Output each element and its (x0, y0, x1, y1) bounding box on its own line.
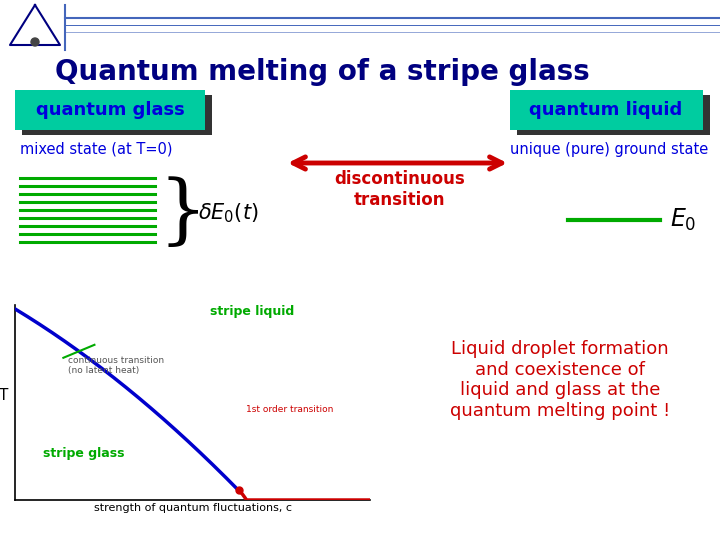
Text: Quantum melting of a stripe glass: Quantum melting of a stripe glass (55, 58, 590, 86)
Bar (15, 90, 205, 130)
Text: quantum liquid: quantum liquid (529, 101, 683, 119)
Text: stripe glass: stripe glass (43, 447, 125, 460)
Bar (517, 95, 710, 135)
Text: 1st order transition: 1st order transition (246, 405, 333, 414)
Text: discontinuous
transition: discontinuous transition (335, 170, 465, 209)
Text: $\delta E_0(t)$: $\delta E_0(t)$ (198, 201, 258, 225)
Text: stripe liquid: stripe liquid (210, 305, 294, 318)
Bar (510, 90, 703, 130)
Text: $E_0$: $E_0$ (670, 207, 696, 233)
Y-axis label: T: T (0, 388, 9, 402)
Text: unique (pure) ground state: unique (pure) ground state (510, 142, 708, 157)
Text: Liquid droplet formation
and coexistence of
liquid and glass at the
quantum melt: Liquid droplet formation and coexistence… (450, 340, 670, 420)
Circle shape (31, 38, 39, 46)
X-axis label: strength of quantum fluctuations, c: strength of quantum fluctuations, c (94, 503, 292, 513)
Text: continuous transition
(no latent heat): continuous transition (no latent heat) (68, 356, 164, 375)
Text: }: } (158, 176, 207, 250)
Text: mixed state (at T=0): mixed state (at T=0) (20, 142, 173, 157)
Text: quantum glass: quantum glass (35, 101, 184, 119)
Bar (22, 95, 212, 135)
